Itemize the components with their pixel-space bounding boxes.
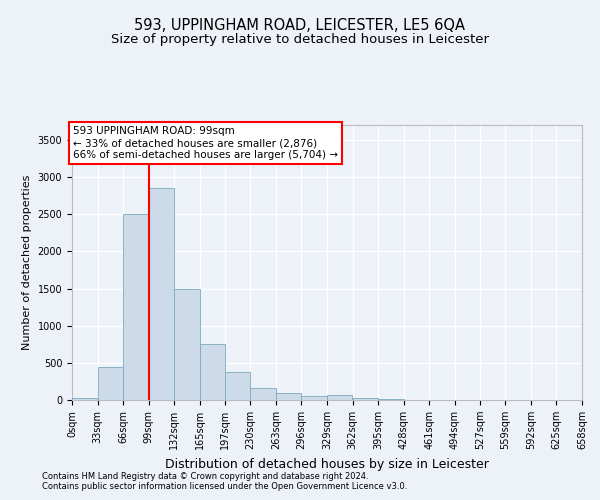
Y-axis label: Number of detached properties: Number of detached properties <box>22 175 32 350</box>
Bar <box>149 188 174 400</box>
Bar <box>175 288 200 400</box>
Bar <box>224 372 250 400</box>
Text: Contains public sector information licensed under the Open Government Licence v3: Contains public sector information licen… <box>42 482 407 491</box>
Bar <box>123 214 149 400</box>
Text: Contains HM Land Registry data © Crown copyright and database right 2024.: Contains HM Land Registry data © Crown c… <box>42 472 368 481</box>
Bar <box>98 366 123 400</box>
Bar <box>250 388 275 400</box>
Bar <box>327 395 352 400</box>
Bar <box>72 398 97 400</box>
Bar <box>353 398 378 400</box>
Text: 593, UPPINGHAM ROAD, LEICESTER, LE5 6QA: 593, UPPINGHAM ROAD, LEICESTER, LE5 6QA <box>134 18 466 32</box>
Text: Size of property relative to detached houses in Leicester: Size of property relative to detached ho… <box>111 32 489 46</box>
Bar <box>301 396 327 400</box>
Bar <box>276 394 301 400</box>
Bar <box>200 344 225 400</box>
Text: 593 UPPINGHAM ROAD: 99sqm
← 33% of detached houses are smaller (2,876)
66% of se: 593 UPPINGHAM ROAD: 99sqm ← 33% of detac… <box>73 126 338 160</box>
X-axis label: Distribution of detached houses by size in Leicester: Distribution of detached houses by size … <box>165 458 489 470</box>
